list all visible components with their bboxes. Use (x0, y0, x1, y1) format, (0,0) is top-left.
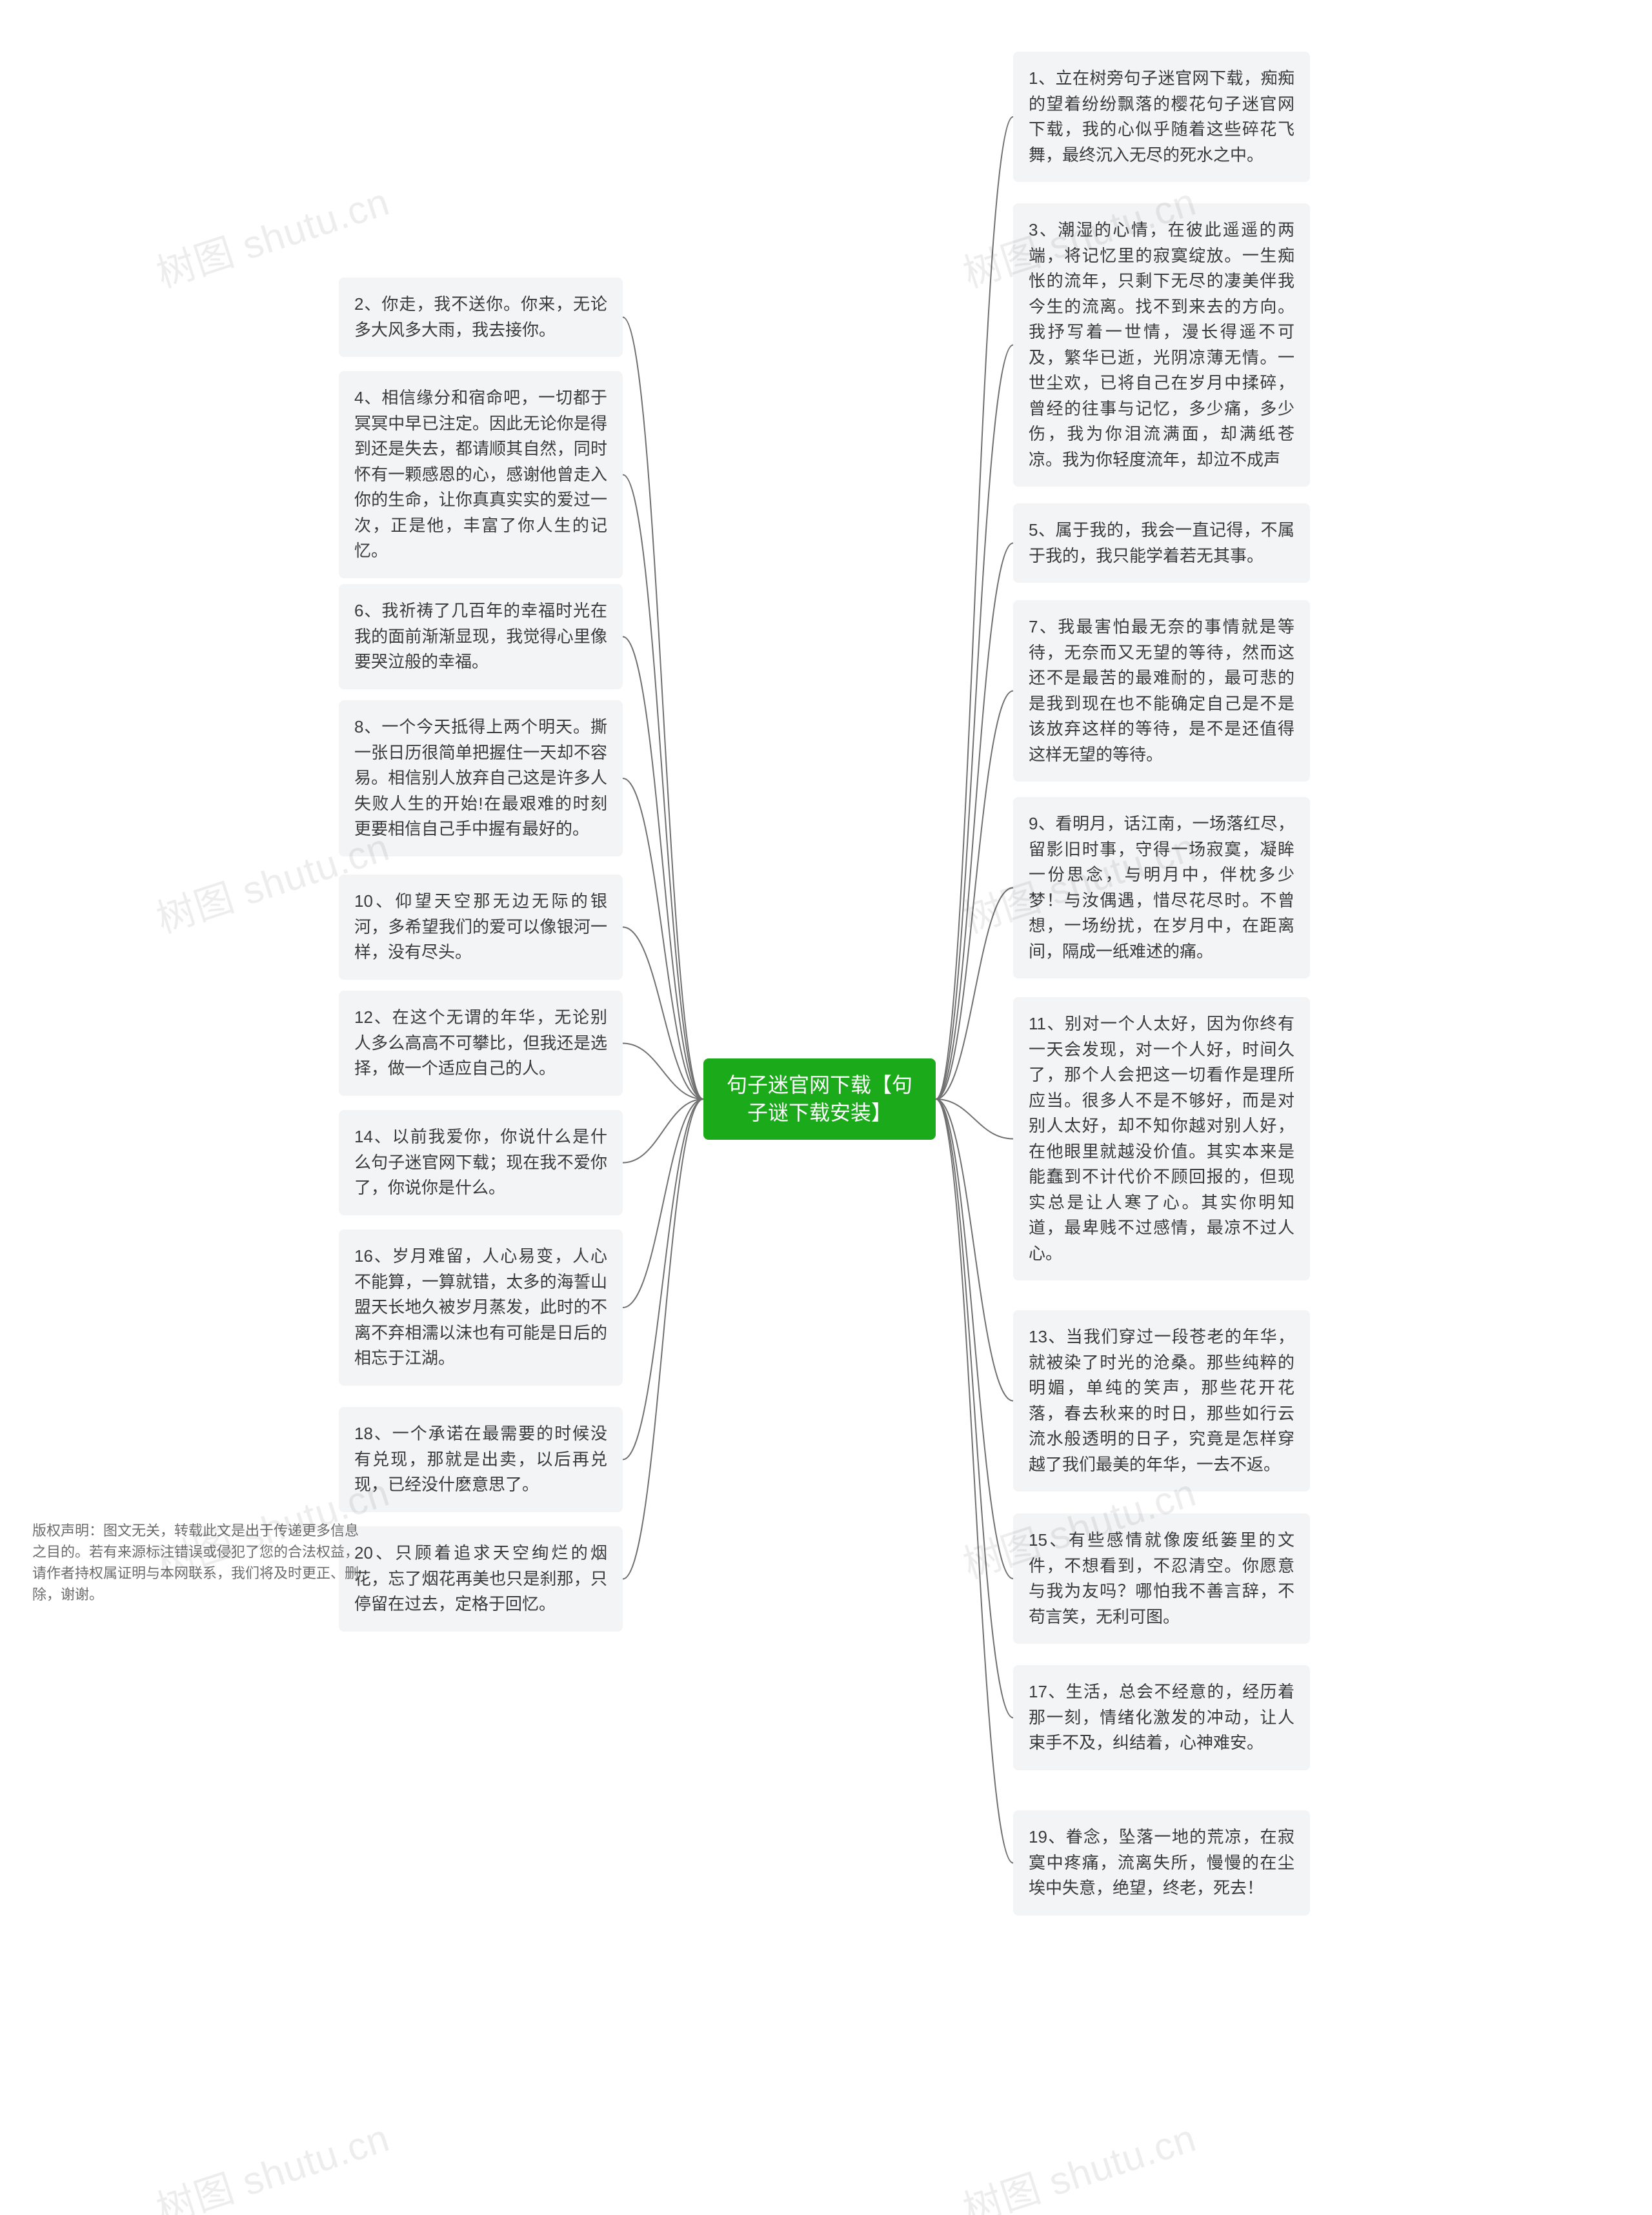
leaf-node: 7、我最害怕最无奈的事情就是等待，无奈而又无望的等待，然而这还不是最苦的最难耐的… (1013, 600, 1310, 782)
leaf-text: 4、相信缘分和宿命吧，一切都于冥冥中早已注定。因此无论你是得到还是失去，都请顺其… (354, 388, 607, 560)
leaf-text: 5、属于我的，我会一直记得，不属于我的，我只能学着若无其事。 (1029, 520, 1294, 565)
leaf-text: 8、一个今天抵得上两个明天。撕一张日历很简单把握住一天却不容易。相信别人放弃自己… (354, 717, 607, 838)
leaf-node: 12、在这个无谓的年华，无论别人多么高高不可攀比，但我还是选择，做一个适应自己的… (339, 991, 623, 1096)
leaf-node: 15、有些感情就像废纸篓里的文件，不想看到，不忍清空。你愿意与我为友吗？哪怕我不… (1013, 1513, 1310, 1644)
leaf-text: 15、有些感情就像废纸篓里的文件，不想看到，不忍清空。你愿意与我为友吗？哪怕我不… (1029, 1530, 1294, 1626)
copyright-text: 版权声明：图文无关，转载此文是出于传递更多信息之目的。若有来源标注错误或侵犯了您… (32, 1522, 359, 1603)
leaf-node: 10、仰望天空那无边无际的银河，多希望我们的爱可以像银河一样，没有尽头。 (339, 875, 623, 980)
leaf-text: 16、岁月难留，人心易变，人心不能算，一算就错，太多的海誓山盟天长地久被岁月蒸发… (354, 1246, 607, 1368)
leaf-text: 6、我祈祷了几百年的幸福时光在我的面前渐渐显现，我觉得心里像要哭泣般的幸福。 (354, 601, 607, 671)
leaf-node: 2、你走，我不送你。你来，无论多大风多大雨，我去接你。 (339, 278, 623, 357)
watermark: 树图 shutu.cn (148, 2107, 396, 2215)
leaf-node: 19、眷念，坠落一地的荒凉，在寂寞中疼痛，流离失所，慢慢的在尘埃中失意，绝望，终… (1013, 1810, 1310, 1916)
copyright-note: 版权声明：图文无关，转载此文是出于传递更多信息之目的。若有来源标注错误或侵犯了您… (32, 1520, 368, 1605)
leaf-node: 6、我祈祷了几百年的幸福时光在我的面前渐渐显现，我觉得心里像要哭泣般的幸福。 (339, 584, 623, 689)
leaf-node: 5、属于我的，我会一直记得，不属于我的，我只能学着若无其事。 (1013, 503, 1310, 583)
leaf-text: 12、在这个无谓的年华，无论别人多么高高不可攀比，但我还是选择，做一个适应自己的… (354, 1007, 607, 1078)
leaf-text: 11、别对一个人太好，因为你终有一天会发现，对一个人好，时间久了，那个人会把这一… (1029, 1014, 1294, 1263)
leaf-node: 17、生活，总会不经意的，经历着那一刻，情绪化激发的冲动，让人束手不及，纠结着，… (1013, 1665, 1310, 1770)
leaf-node: 18、一个承诺在最需要的时候没有兑现，那就是出卖，以后再兑现，已经没什麽意思了。 (339, 1407, 623, 1512)
leaf-text: 2、你走，我不送你。你来，无论多大风多大雨，我去接你。 (354, 294, 607, 339)
leaf-node: 3、潮湿的心情，在彼此遥遥的两端，将记忆里的寂寞绽放。一生痴怅的流年，只剩下无尽… (1013, 203, 1310, 487)
leaf-node: 4、相信缘分和宿命吧，一切都于冥冥中早已注定。因此无论你是得到还是失去，都请顺其… (339, 371, 623, 578)
watermark: 树图 shutu.cn (955, 2107, 1202, 2215)
leaf-node: 13、当我们穿过一段苍老的年华，就被染了时光的沧桑。那些纯粹的明媚，单纯的笑声，… (1013, 1310, 1310, 1492)
leaf-text: 14、以前我爱你，你说什么是什么句子迷官网下载；现在我不爱你了，你说你是什么。 (354, 1127, 607, 1197)
leaf-node: 16、岁月难留，人心易变，人心不能算，一算就错，太多的海誓山盟天长地久被岁月蒸发… (339, 1229, 623, 1386)
leaf-node: 8、一个今天抵得上两个明天。撕一张日历很简单把握住一天却不容易。相信别人放弃自己… (339, 700, 623, 856)
leaf-text: 7、我最害怕最无奈的事情就是等待，无奈而又无望的等待，然而这还不是最苦的最难耐的… (1029, 617, 1294, 764)
leaf-node: 20、只顾着追求天空绚烂的烟花，忘了烟花再美也只是刹那，只停留在过去，定格于回忆… (339, 1526, 623, 1632)
leaf-text: 10、仰望天空那无边无际的银河，多希望我们的爱可以像银河一样，没有尽头。 (354, 891, 607, 962)
leaf-text: 17、生活，总会不经意的，经历着那一刻，情绪化激发的冲动，让人束手不及，纠结着，… (1029, 1682, 1294, 1752)
leaf-node: 1、立在树旁句子迷官网下载，痴痴的望着纷纷飘落的樱花句子迷官网下载，我的心似乎随… (1013, 52, 1310, 182)
leaf-text: 13、当我们穿过一段苍老的年华，就被染了时光的沧桑。那些纯粹的明媚，单纯的笑声，… (1029, 1327, 1294, 1474)
leaf-text: 20、只顾着追求天空绚烂的烟花，忘了烟花再美也只是刹那，只停留在过去，定格于回忆… (354, 1543, 607, 1613)
leaf-node: 11、别对一个人太好，因为你终有一天会发现，对一个人好，时间久了，那个人会把这一… (1013, 997, 1310, 1280)
leaf-text: 3、潮湿的心情，在彼此遥遥的两端，将记忆里的寂寞绽放。一生痴怅的流年，只剩下无尽… (1029, 220, 1294, 469)
leaf-text: 1、立在树旁句子迷官网下载，痴痴的望着纷纷飘落的樱花句子迷官网下载，我的心似乎随… (1029, 68, 1294, 165)
leaf-node: 9、看明月，话江南，一场落红尽，留影旧时事，守得一场寂寞，凝眸一份思念，与明月中… (1013, 797, 1310, 978)
leaf-text: 9、看明月，话江南，一场落红尽，留影旧时事，守得一场寂寞，凝眸一份思念，与明月中… (1029, 814, 1294, 961)
center-node-text: 句子迷官网下载【句子谜下载安装】 (727, 1073, 912, 1124)
leaf-node: 14、以前我爱你，你说什么是什么句子迷官网下载；现在我不爱你了，你说你是什么。 (339, 1110, 623, 1215)
leaf-text: 18、一个承诺在最需要的时候没有兑现，那就是出卖，以后再兑现，已经没什麽意思了。 (354, 1424, 607, 1494)
leaf-text: 19、眷念，坠落一地的荒凉，在寂寞中疼痛，流离失所，慢慢的在尘埃中失意，绝望，终… (1029, 1827, 1294, 1897)
center-node: 句子迷官网下载【句子谜下载安装】 (703, 1058, 936, 1140)
